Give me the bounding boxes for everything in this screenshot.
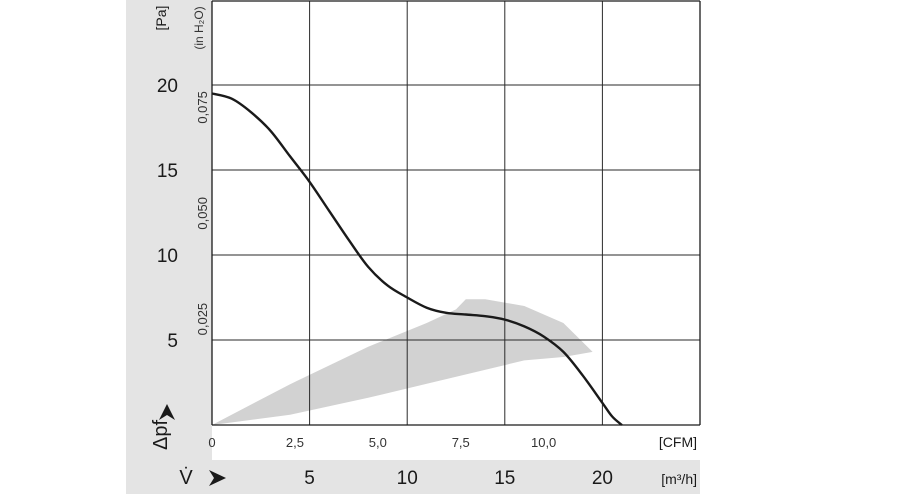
y-secondary-tick-labels: 0,025 0,050 0,075 xyxy=(195,91,210,335)
y2-tick-label: 0,050 xyxy=(195,197,210,230)
x-secondary-tick-labels: 0 2,5 5,0 7,5 10,0 xyxy=(208,435,556,450)
x-tick-label: 5 xyxy=(304,468,315,489)
y2-tick-label: 0,025 xyxy=(195,303,210,336)
y-primary-unit: [Pa] xyxy=(153,6,169,31)
x2-tick-label: 10,0 xyxy=(531,435,556,450)
y-axis-symbol: Δpf xyxy=(150,420,172,450)
x2-tick-label: 2,5 xyxy=(286,435,304,450)
y-tick-label: 20 xyxy=(157,76,178,97)
y2-tick-label: 0,075 xyxy=(195,91,210,124)
operating-range-area xyxy=(212,299,593,425)
x-tick-label: 10 xyxy=(397,468,418,489)
pressure-curve xyxy=(211,92,623,426)
y-tick-label: 10 xyxy=(157,246,178,267)
y-secondary-unit: (in H₂O) xyxy=(192,6,206,49)
y-tick-label: 5 xyxy=(167,331,178,352)
x2-tick-label: 0 xyxy=(208,435,215,450)
y-tick-label: 15 xyxy=(157,161,178,182)
grid-lines xyxy=(211,0,701,426)
x-tick-label: 15 xyxy=(494,468,515,489)
x-primary-tick-labels: 5 10 15 20 xyxy=(304,468,613,489)
x-secondary-unit: [CFM] xyxy=(659,434,697,450)
x2-tick-label: 5,0 xyxy=(369,435,387,450)
x2-tick-label: 7,5 xyxy=(452,435,470,450)
y-axis-arrow-icon xyxy=(159,404,175,420)
y-primary-tick-labels: 5 10 15 20 xyxy=(157,76,178,352)
x-axis-arrow-icon xyxy=(209,470,226,486)
x-primary-unit: [m³/h] xyxy=(661,471,697,487)
x-axis-symbol: V̇ xyxy=(179,467,193,489)
x-tick-label: 20 xyxy=(592,468,613,489)
